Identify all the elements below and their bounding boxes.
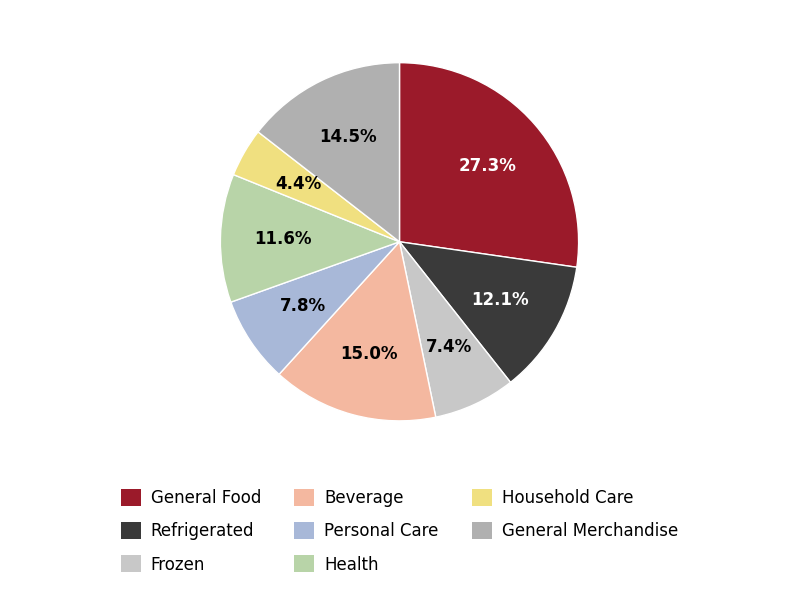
Text: 27.3%: 27.3%	[459, 156, 516, 174]
Text: 7.8%: 7.8%	[280, 297, 326, 315]
Wedge shape	[279, 242, 435, 421]
Legend: General Food, Refrigerated, Frozen, Beverage, Personal Care, Health, Household C: General Food, Refrigerated, Frozen, Beve…	[114, 482, 685, 580]
Wedge shape	[231, 242, 400, 374]
Text: 15.0%: 15.0%	[340, 345, 398, 363]
Wedge shape	[400, 242, 511, 417]
Wedge shape	[258, 63, 400, 242]
Wedge shape	[233, 132, 400, 242]
Text: 12.1%: 12.1%	[471, 291, 529, 309]
Wedge shape	[221, 174, 400, 302]
Text: 11.6%: 11.6%	[254, 230, 312, 248]
Wedge shape	[400, 242, 577, 382]
Text: 14.5%: 14.5%	[320, 128, 377, 146]
Text: 7.4%: 7.4%	[426, 338, 472, 356]
Text: 4.4%: 4.4%	[276, 175, 322, 193]
Wedge shape	[400, 63, 578, 267]
